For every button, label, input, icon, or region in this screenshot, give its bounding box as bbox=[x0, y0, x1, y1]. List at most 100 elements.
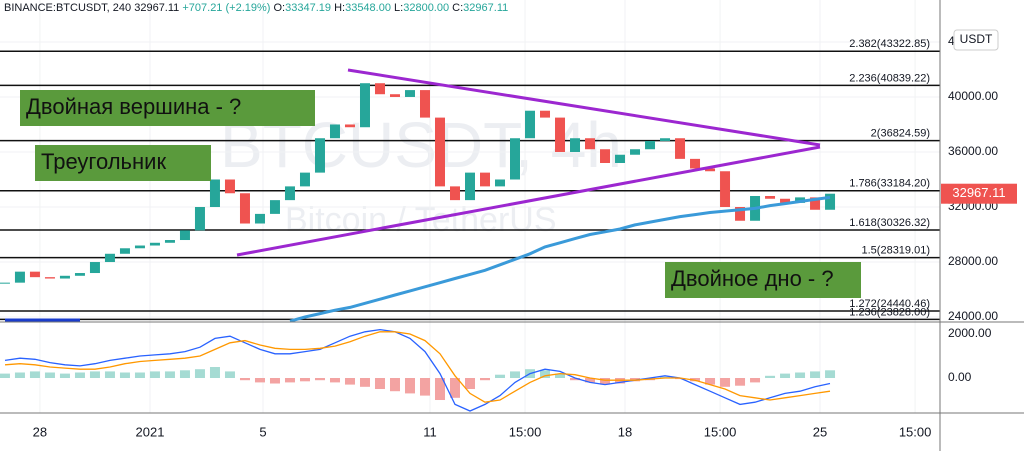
macd-bar bbox=[299, 378, 310, 382]
candle bbox=[359, 83, 370, 128]
price-tag bbox=[941, 183, 1017, 204]
l-label: L: bbox=[394, 2, 403, 14]
macd-bar bbox=[359, 378, 370, 387]
candle bbox=[224, 179, 235, 194]
x-tick-label: 28 bbox=[33, 424, 47, 439]
fib-label: 1.236(23828.00) bbox=[849, 306, 930, 318]
macd-bar bbox=[269, 378, 280, 384]
macd-bar bbox=[570, 378, 581, 381]
candle bbox=[329, 124, 340, 139]
candle bbox=[149, 242, 160, 246]
candle bbox=[765, 196, 776, 199]
macd-bar bbox=[284, 378, 295, 383]
fib-label: 1.5(28319.01) bbox=[862, 245, 931, 257]
macd-bar bbox=[600, 378, 611, 385]
fib-label: 1.618(30326.32) bbox=[849, 217, 930, 229]
currency[interactable]: USDT bbox=[960, 32, 993, 46]
macd-bar bbox=[495, 374, 506, 379]
signal-line bbox=[4, 331, 831, 403]
y-tick-label: 28000.00 bbox=[948, 254, 998, 268]
candle bbox=[284, 186, 295, 201]
candle bbox=[600, 149, 611, 163]
macd-bar bbox=[465, 378, 475, 390]
macd-bar bbox=[104, 371, 115, 379]
candle bbox=[254, 213, 265, 224]
y-tick-label: 2000.00 bbox=[948, 326, 992, 340]
macd-bar bbox=[239, 378, 250, 381]
macd-bar bbox=[810, 371, 821, 379]
annotation-box bbox=[665, 262, 861, 298]
candle bbox=[449, 186, 460, 201]
candle bbox=[419, 90, 430, 118]
h-value: 33548.00 bbox=[345, 2, 391, 14]
o-value: 33347.19 bbox=[285, 2, 331, 14]
macd-bar bbox=[209, 367, 220, 379]
macd-bar bbox=[149, 371, 160, 379]
candle bbox=[465, 172, 475, 201]
candle bbox=[555, 117, 566, 152]
candle bbox=[104, 253, 115, 263]
macd-bar bbox=[254, 378, 265, 383]
candle bbox=[299, 172, 310, 187]
candle bbox=[314, 138, 325, 173]
triangle-upper bbox=[347, 68, 821, 147]
h-label: H: bbox=[334, 2, 345, 14]
macd-bar bbox=[59, 373, 70, 379]
x-tick-label: 25 bbox=[813, 424, 827, 439]
last: 32967.11 bbox=[134, 2, 179, 14]
macd-bar bbox=[404, 378, 415, 394]
x-tick-label: 15:00 bbox=[704, 424, 737, 439]
candle bbox=[89, 262, 100, 274]
macd-bar bbox=[74, 372, 85, 379]
macd-bar bbox=[164, 371, 175, 379]
candle bbox=[660, 138, 671, 141]
candle bbox=[810, 197, 821, 210]
currency-button[interactable] bbox=[953, 29, 999, 51]
annotation: Двойная вершина - ? bbox=[26, 94, 241, 119]
macd-bar bbox=[374, 378, 385, 390]
candle bbox=[690, 158, 701, 169]
annotation: Треугольник bbox=[41, 149, 166, 174]
candle bbox=[735, 207, 746, 221]
symbol: BINANCE:BTCUSDT, 240 bbox=[4, 2, 131, 14]
macd-bar bbox=[119, 372, 130, 379]
macd-bar bbox=[449, 378, 460, 398]
price-tag-label: 32967.11 bbox=[952, 185, 1005, 200]
macd-bar bbox=[720, 378, 731, 387]
fib-label: 2.382(43322.85) bbox=[849, 38, 930, 50]
candle bbox=[44, 277, 55, 279]
macd-bar bbox=[795, 372, 806, 379]
candle bbox=[404, 90, 415, 97]
candle bbox=[209, 179, 220, 208]
x-tick-label: 18 bbox=[618, 424, 632, 439]
candle bbox=[570, 138, 581, 152]
y-tick-label: 40000.00 bbox=[948, 89, 998, 103]
candle bbox=[434, 117, 445, 187]
candle bbox=[134, 245, 145, 249]
candle bbox=[510, 138, 521, 180]
fib-label: 2.236(40839.22) bbox=[849, 72, 930, 84]
macd-bar bbox=[825, 370, 836, 379]
candle bbox=[59, 275, 70, 279]
macd-bar bbox=[344, 378, 355, 385]
macd-bar bbox=[780, 373, 791, 379]
fib-label: 2(36824.59) bbox=[871, 128, 930, 140]
fib-label: 1.272(24440.46) bbox=[849, 298, 930, 310]
c-label: C: bbox=[452, 2, 463, 14]
moving-average bbox=[289, 195, 831, 323]
macd-bar bbox=[389, 378, 400, 392]
x-tick-label: 15:00 bbox=[509, 424, 542, 439]
candle bbox=[74, 273, 85, 276]
macd-bar bbox=[89, 371, 100, 379]
macd-bar bbox=[14, 372, 25, 379]
candle bbox=[675, 138, 686, 159]
candle bbox=[14, 271, 25, 283]
macd-bar bbox=[29, 371, 40, 379]
macd-bar bbox=[540, 370, 551, 379]
macd-bar bbox=[194, 369, 205, 379]
annotation-box bbox=[35, 145, 211, 181]
change: +707.21 (+2.19%) bbox=[182, 2, 270, 14]
candle bbox=[194, 207, 205, 231]
x-tick-label: 5 bbox=[259, 424, 266, 439]
